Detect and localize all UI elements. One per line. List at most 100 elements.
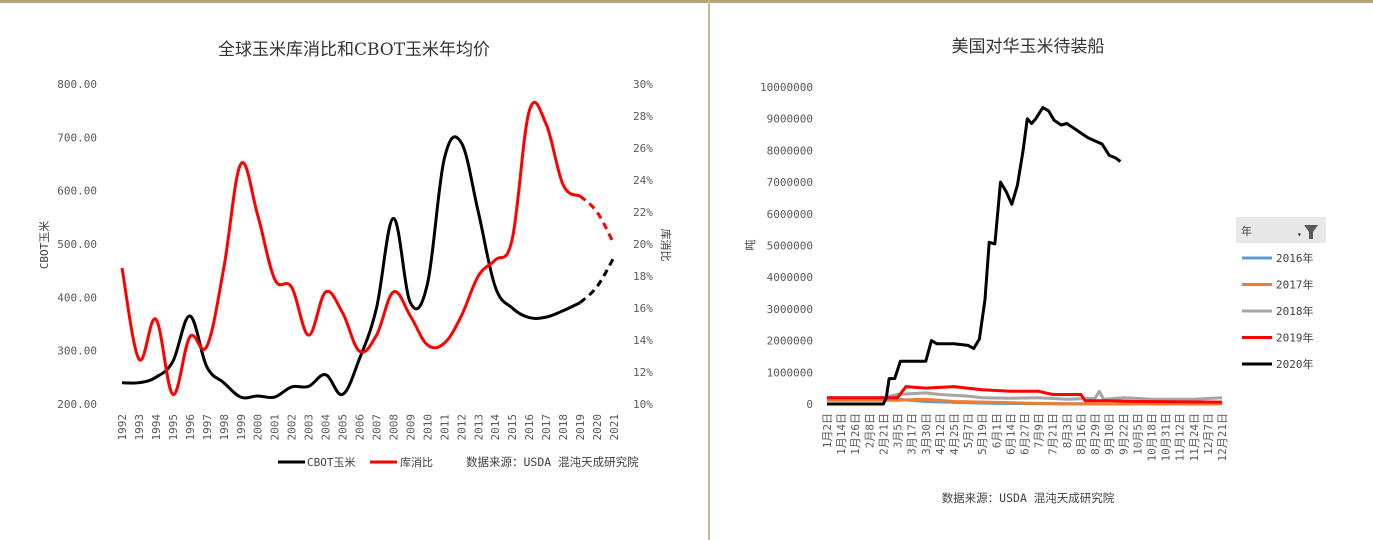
x-tick-label: 2017	[540, 414, 553, 441]
x-tick-label: 1997	[201, 414, 214, 441]
y-tick-label: 800.00	[57, 78, 97, 91]
series-line-2019年	[827, 385, 1223, 404]
x-tick-label: 1993	[133, 414, 146, 441]
chart-stocks-to-use-and-cbot: 全球玉米库消比和CBOT玉米年均价 CBOT玉米 库消比 200.00 300.0…	[38, 40, 673, 469]
legend-label: 2018年	[1276, 304, 1314, 318]
chart1-title: 全球玉米库消比和CBOT玉米年均价	[218, 40, 490, 60]
y2-tick-label: 20%	[633, 238, 653, 251]
x-tick-label: 1月14日	[835, 413, 848, 455]
x-tick-label: 2007	[370, 414, 383, 441]
x-tick-label: 12月21日	[1216, 413, 1229, 462]
legend-filter-button[interactable]: ▾	[1297, 225, 1318, 239]
y2-tick-label: 22%	[633, 206, 653, 219]
x-tick-label: 10月5日	[1131, 413, 1144, 455]
legend-item[interactable]: 2020年	[1242, 357, 1314, 371]
chart2-title: 美国对华玉米待装船	[952, 37, 1105, 57]
y-tick-label: 500.00	[57, 238, 97, 251]
legend-label: 2016年	[1276, 251, 1314, 265]
x-tick-label: 1996	[184, 414, 197, 441]
y2-tick-label: 26%	[633, 142, 653, 155]
y-tick-label: 6000000	[767, 208, 813, 221]
y2-tick-label: 12%	[633, 366, 653, 379]
chart1-ylabel: CBOT玉米	[38, 221, 51, 270]
x-tick-label: 9月10日	[1103, 413, 1116, 455]
y2-tick-label: 10%	[633, 398, 653, 411]
y-tick-label: 0	[806, 398, 813, 411]
x-tick-label: 2016	[523, 414, 536, 441]
x-tick-label: 2012	[455, 414, 468, 441]
x-tick-label: 1998	[218, 414, 231, 441]
y-tick-label: 3000000	[767, 303, 813, 316]
y-tick-label: 2000000	[767, 335, 813, 348]
x-tick-label: 2015	[506, 414, 519, 441]
series-forecast-line-0	[579, 256, 616, 304]
legend-label-cbot: CBOT玉米	[307, 456, 356, 469]
x-tick-label: 1999	[235, 414, 248, 441]
x-tick-label: 2月21日	[877, 413, 890, 455]
x-tick-label: 2月8日	[863, 413, 876, 448]
x-tick-label: 2019	[574, 414, 587, 441]
series-line-2020年	[827, 106, 1122, 406]
x-tick-label: 2021	[608, 414, 621, 441]
x-tick-label: 4月12日	[934, 413, 947, 455]
chart1-y2label: 库消比	[659, 229, 673, 262]
x-tick-label: 7月9日	[1033, 413, 1046, 448]
y-tick-label: 600.00	[57, 185, 97, 198]
legend-item[interactable]: 2018年	[1242, 304, 1314, 318]
series-forecast-line-1	[579, 194, 616, 245]
series-line-2017年	[827, 397, 1222, 406]
x-tick-label: 2011	[438, 414, 451, 441]
x-tick-label: 11月24日	[1188, 413, 1201, 462]
chart2-ylabel: 吨	[744, 240, 757, 251]
x-tick-label: 1992	[116, 414, 129, 441]
chart2-source: 数据来源：USDA 混沌天成研究院	[942, 491, 1115, 505]
y2-tick-label: 14%	[633, 334, 653, 347]
legend-label-ratio: 库消比	[400, 455, 433, 469]
y-tick-label: 7000000	[767, 176, 813, 189]
x-tick-label: 5月7日	[962, 413, 975, 448]
y2-tick-label: 18%	[633, 270, 653, 283]
x-tick-label: 2006	[354, 414, 367, 441]
dropdown-arrow-icon: ▾	[1297, 230, 1302, 239]
legend-item[interactable]: 2017年	[1242, 278, 1314, 292]
x-tick-label: 2010	[421, 414, 434, 441]
x-tick-label: 7月21日	[1047, 413, 1060, 455]
y-tick-label: 700.00	[57, 131, 97, 144]
x-tick-label: 1995	[167, 414, 180, 441]
x-tick-label: 5月19日	[976, 413, 989, 455]
x-tick-label: 2013	[472, 414, 485, 441]
legend-item[interactable]: 2019年	[1242, 331, 1314, 345]
x-tick-label: 11月12日	[1174, 413, 1187, 462]
series-line-2018年	[827, 389, 1223, 401]
y2-tick-label: 30%	[633, 78, 653, 91]
x-tick-label: 8月29日	[1089, 413, 1102, 455]
y-tick-label: 200.00	[57, 398, 97, 411]
legend-title: 年	[1241, 224, 1252, 238]
x-tick-label: 4月25日	[948, 413, 961, 455]
y-tick-label: 9000000	[767, 113, 813, 126]
chart1-source: 数据来源：USDA 混沌天成研究院	[466, 455, 639, 469]
x-tick-label: 9月22日	[1117, 413, 1130, 455]
x-tick-label: 2020	[591, 414, 604, 441]
x-tick-label: 2009	[404, 414, 417, 441]
x-tick-label: 1月2日	[821, 413, 834, 448]
x-tick-label: 6月1日	[990, 413, 1003, 448]
chart2-legend: 年 ▾ 2016年 2017年 2018年 2019年 2020年	[1236, 217, 1326, 371]
x-tick-label: 2001	[269, 414, 282, 441]
y-tick-label: 400.00	[57, 291, 97, 304]
y-tick-label: 4000000	[767, 271, 813, 284]
legend-item[interactable]: 2016年	[1242, 251, 1314, 265]
x-tick-label: 3月17日	[906, 413, 919, 455]
x-tick-label: 8月3日	[1061, 413, 1074, 448]
y2-tick-label: 24%	[633, 174, 653, 187]
y2-tick-label: 28%	[633, 110, 653, 123]
y-tick-label: 5000000	[767, 240, 813, 253]
y-tick-label: 1000000	[767, 366, 813, 379]
x-tick-label: 1994	[150, 414, 163, 441]
x-tick-label: 10月31日	[1160, 413, 1173, 462]
x-tick-label: 2000	[252, 414, 265, 441]
x-tick-label: 3月30日	[920, 413, 933, 455]
chart-us-corn-outstanding-to-china: 美国对华玉米待装船 吨 0 1000000 2000000 3000000 400000…	[744, 37, 1326, 505]
x-tick-label: 2008	[387, 414, 400, 441]
y-tick-label: 8000000	[767, 144, 813, 157]
